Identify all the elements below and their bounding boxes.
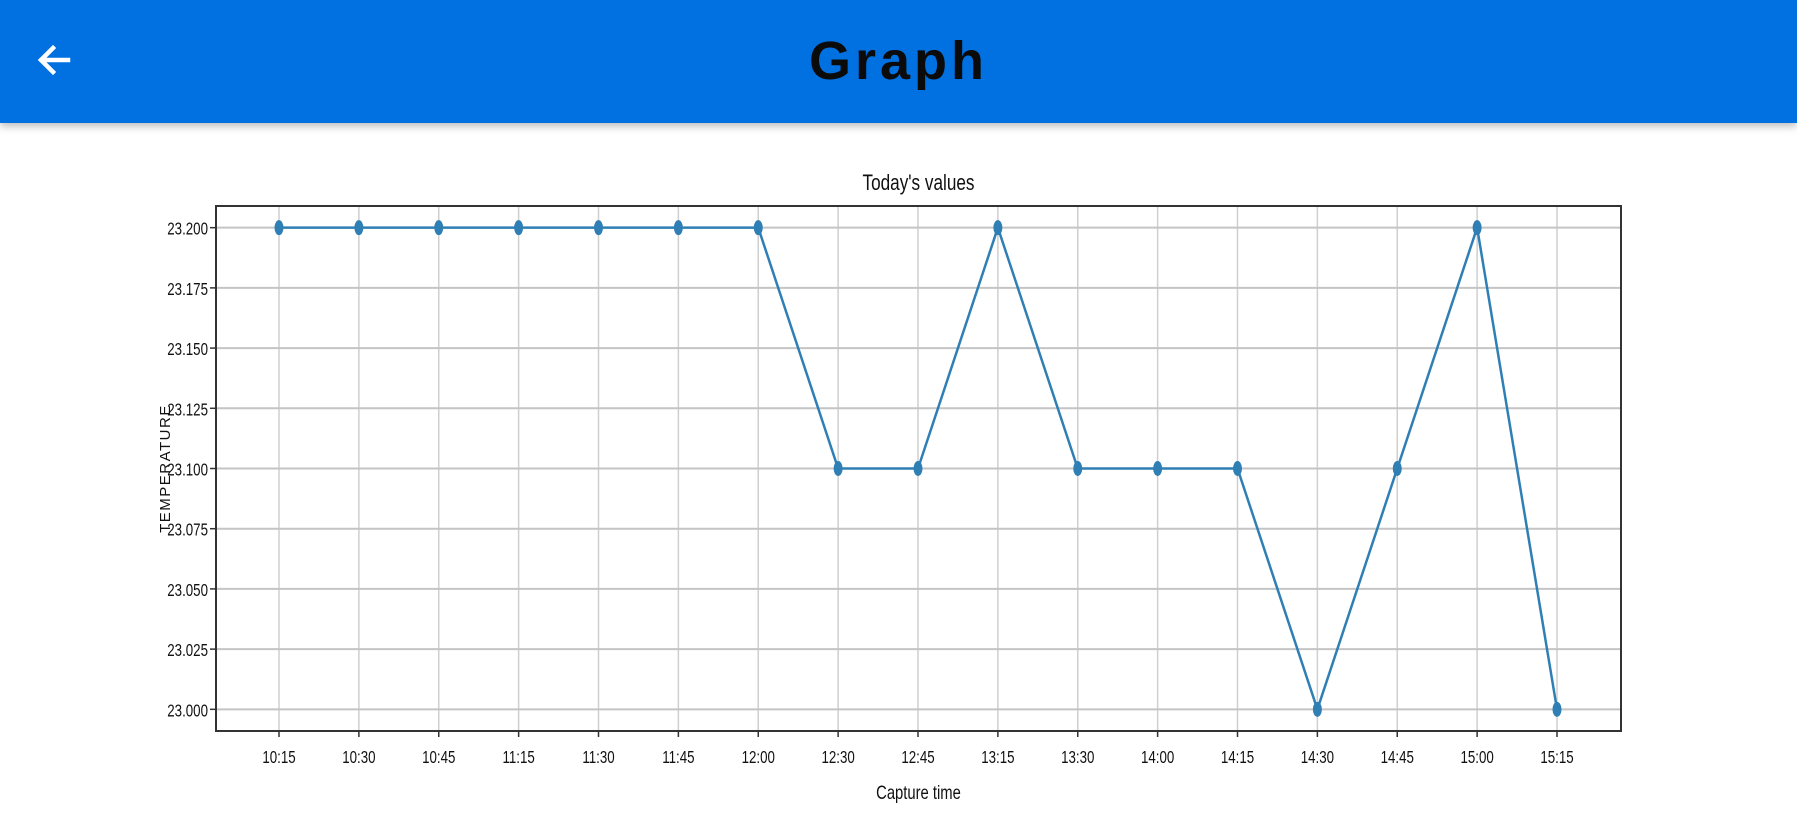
data-point bbox=[434, 220, 444, 236]
y-tick-label: 23.125 bbox=[167, 401, 208, 420]
line-chart: Today's values 23.000 23.025 23.050 23.075 23… bbox=[157, 171, 1622, 803]
graph-content: Today's values 23.000 23.025 23.050 23.075 23… bbox=[0, 123, 1797, 814]
x-tick-label: 11:15 bbox=[502, 748, 534, 767]
x-tick-label: 12:00 bbox=[742, 748, 775, 767]
data-point bbox=[514, 220, 524, 236]
x-tick-label: 12:45 bbox=[901, 748, 934, 767]
arrow-back-icon bbox=[37, 44, 71, 76]
data-point bbox=[993, 220, 1003, 236]
data-point bbox=[1233, 461, 1242, 476]
y-tick-label: 23.050 bbox=[167, 581, 208, 600]
x-tick-label: 15:00 bbox=[1460, 748, 1493, 767]
data-point bbox=[673, 220, 683, 236]
data-point bbox=[274, 220, 284, 236]
x-tick-label: 14:30 bbox=[1301, 748, 1334, 767]
x-tick-label: 14:00 bbox=[1141, 748, 1174, 767]
y-tick-label: 23.075 bbox=[167, 521, 208, 540]
x-tick-label: 13:30 bbox=[1061, 748, 1094, 767]
data-point bbox=[1312, 701, 1322, 717]
back-button[interactable] bbox=[26, 32, 82, 88]
x-tick-label: 15:15 bbox=[1540, 748, 1573, 767]
data-point bbox=[1392, 461, 1402, 476]
app-bar: Graph bbox=[0, 0, 1797, 123]
y-tick-label: 23.200 bbox=[167, 220, 208, 239]
y-tick-label: 23.150 bbox=[167, 340, 208, 359]
data-point bbox=[913, 461, 923, 476]
data-point bbox=[753, 220, 763, 236]
page-title: Graph bbox=[808, 31, 989, 91]
y-tick-label: 23.025 bbox=[167, 641, 208, 660]
x-axis-label: Capture time bbox=[876, 782, 961, 803]
data-point bbox=[594, 220, 603, 236]
data-point bbox=[1073, 461, 1083, 476]
data-point bbox=[354, 220, 364, 236]
x-tick-label: 10:30 bbox=[342, 748, 375, 767]
chart-title: Today's values bbox=[863, 171, 975, 196]
x-tick-label: 11:45 bbox=[662, 748, 694, 767]
x-tick-label: 14:45 bbox=[1381, 748, 1414, 767]
x-tick-label: 10:15 bbox=[262, 748, 295, 767]
y-tick-label: 23.100 bbox=[167, 461, 208, 480]
data-point bbox=[1153, 461, 1163, 476]
data-point bbox=[1472, 220, 1482, 236]
y-axis-label: TEMPERATURE bbox=[157, 404, 174, 533]
x-tick-label: 10:45 bbox=[422, 748, 455, 767]
data-point bbox=[833, 461, 843, 476]
x-tick-label: 12:30 bbox=[821, 748, 854, 767]
x-tick-label: 13:15 bbox=[981, 748, 1014, 767]
data-point bbox=[1552, 701, 1562, 717]
x-tick-label: 11:30 bbox=[582, 748, 614, 767]
x-tick-label: 14:15 bbox=[1221, 748, 1254, 767]
y-tick-label: 23.175 bbox=[167, 280, 208, 299]
y-tick-label: 23.000 bbox=[167, 702, 208, 721]
